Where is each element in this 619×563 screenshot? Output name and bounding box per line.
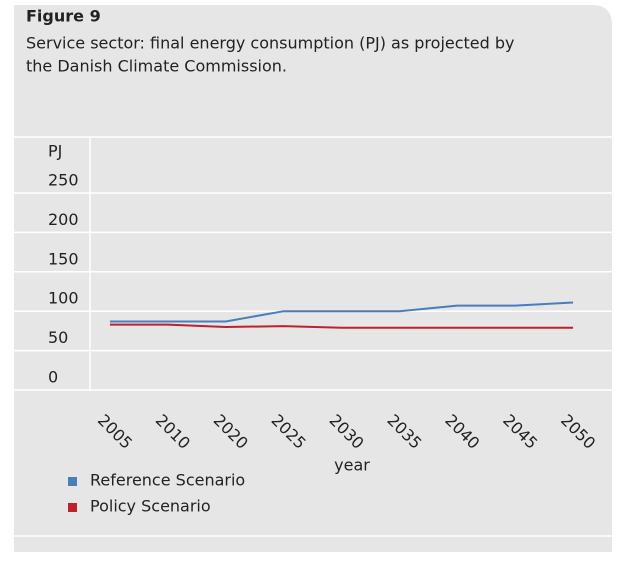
series-line xyxy=(109,301,574,323)
legend-swatch xyxy=(68,503,77,512)
figure-label: Figure 9 xyxy=(26,7,101,26)
y-tick-label: 200 xyxy=(48,210,79,229)
y-axis-label: PJ xyxy=(48,142,62,161)
legend-label: Reference Scenario xyxy=(90,471,245,490)
legend-swatch xyxy=(68,477,77,486)
y-tick-label: 50 xyxy=(48,328,68,347)
y-tick-label: 0 xyxy=(48,368,58,387)
y-tick-label: 250 xyxy=(48,171,79,190)
subtitle: Service sector: final energy consumption… xyxy=(26,34,515,53)
panel xyxy=(14,5,612,552)
series-line xyxy=(109,323,574,329)
y-tick-label: 150 xyxy=(48,249,79,268)
subtitle: the Danish Climate Commission. xyxy=(26,57,287,76)
y-tick-label: 100 xyxy=(48,289,79,308)
legend-label: Policy Scenario xyxy=(90,497,211,516)
x-axis-label: year xyxy=(334,456,370,475)
